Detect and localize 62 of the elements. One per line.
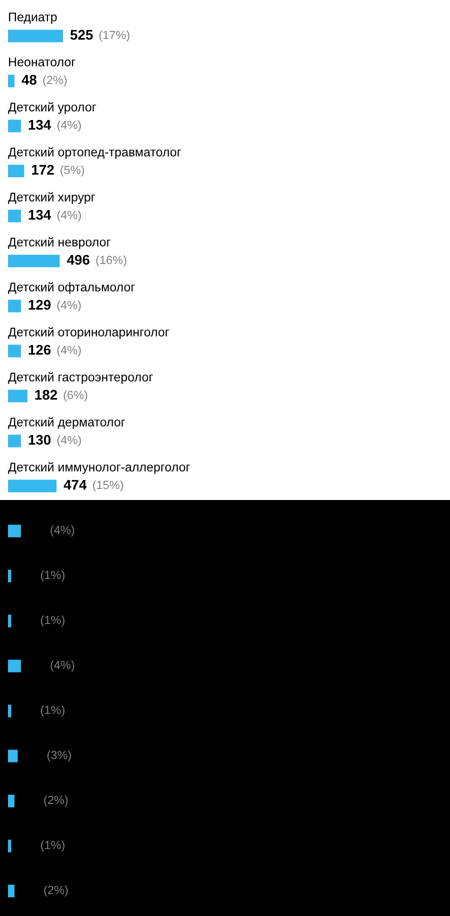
data-label: (4%): [57, 120, 81, 132]
data-label: (2%): [44, 885, 68, 896]
annotation: 525: [70, 30, 93, 40]
data-label: (15%): [93, 480, 124, 492]
data-label: (3%): [47, 750, 71, 762]
bar: [8, 794, 14, 808]
bar: [8, 210, 21, 222]
annotation: 496: [66, 254, 90, 265]
y-tick-label: Детский офтальмолог: [8, 282, 135, 294]
bar: [8, 300, 21, 312]
annotation: 134: [28, 210, 52, 220]
data-label: (5%): [60, 165, 84, 176]
annotation: 182: [35, 390, 58, 400]
y-tick-label: Детский оториноларинголог: [8, 327, 170, 339]
data-label: (4%): [57, 210, 81, 222]
annotation: 126: [28, 344, 51, 355]
bar: [8, 434, 21, 448]
bar: [8, 570, 12, 582]
y-tick-label: Детский уролог: [8, 102, 96, 114]
bar: [8, 660, 21, 672]
y-tick-label: Детский хирург: [8, 192, 96, 204]
y-tick-label: Детский невролог: [8, 237, 110, 249]
bar: [8, 390, 28, 402]
bar: [8, 614, 12, 628]
annotation: 172: [32, 164, 54, 175]
bar: [8, 750, 18, 762]
bar: [8, 254, 60, 268]
bar: [8, 74, 14, 88]
bar: [8, 480, 57, 492]
data-label: (4%): [50, 525, 74, 536]
data-label: (1%): [40, 615, 64, 626]
annotation: 134: [28, 120, 52, 130]
data-label: (17%): [99, 30, 130, 42]
y-tick-label: Педиатр: [9, 12, 57, 24]
data-label: (4%): [50, 660, 74, 672]
bar: [8, 884, 14, 898]
y-tick-label: Детский ортопед-травматолог: [8, 147, 182, 159]
bar: [8, 30, 63, 42]
bar: [8, 704, 12, 718]
bar: [8, 164, 24, 178]
bar: [8, 524, 21, 538]
annotation: 48: [22, 74, 36, 85]
data-label: (16%): [96, 255, 126, 266]
y-tick-label: Детский дерматолог: [8, 417, 126, 429]
y-tick-label: Детский гастроэнтеролог: [8, 372, 153, 384]
data-label: (1%): [40, 570, 64, 582]
data-label: (4%): [57, 300, 81, 312]
data-label: (4%): [57, 345, 81, 356]
data-label: (6%): [64, 390, 88, 402]
data-label: (1%): [40, 705, 64, 716]
bar: [8, 344, 21, 358]
data-label: (2%): [44, 795, 68, 806]
data-label: (2%): [43, 76, 67, 86]
annotation: 130: [28, 434, 51, 445]
y-tick-label: Неонатолог: [9, 58, 76, 66]
annotation: 129: [28, 300, 51, 310]
data-label: (1%): [40, 840, 64, 852]
bar: [8, 840, 12, 852]
y-tick-label: Детский иммунолог-аллерголог: [8, 462, 190, 474]
data-label: (4%): [57, 435, 81, 446]
annotation: 474: [64, 480, 87, 490]
bar: [8, 120, 21, 132]
